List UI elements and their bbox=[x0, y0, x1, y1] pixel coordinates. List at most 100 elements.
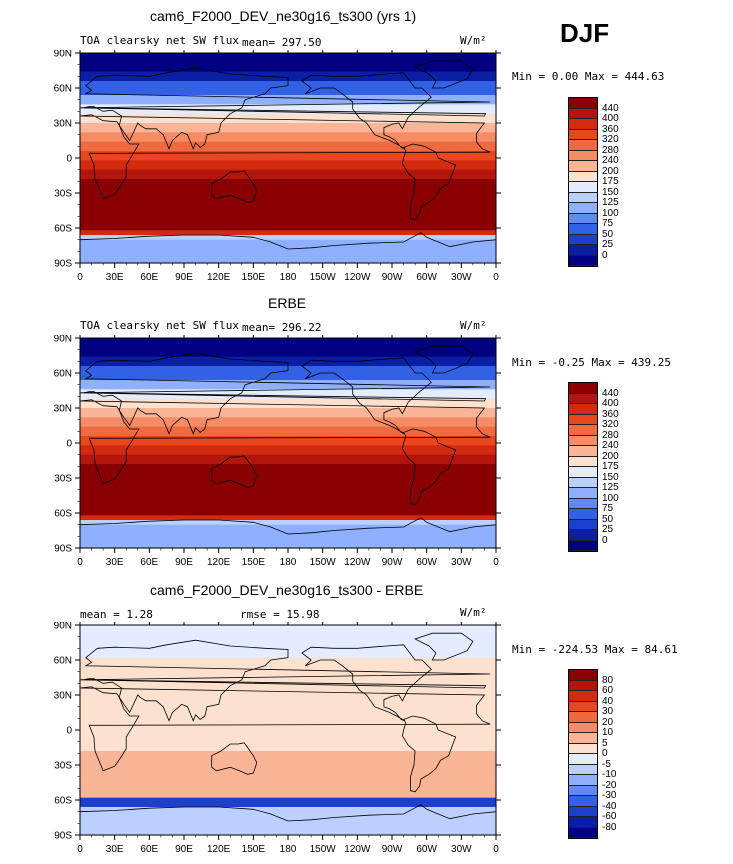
colorbar-swatch bbox=[569, 817, 597, 828]
lon-label: 30W bbox=[451, 557, 472, 568]
coastline-africa bbox=[79, 686, 491, 772]
panel-3-rmse: rmse = 15.98 bbox=[240, 608, 320, 621]
field-band bbox=[80, 417, 496, 423]
colorbar-label: 175 bbox=[602, 176, 619, 187]
colorbar-label: 240 bbox=[602, 155, 619, 166]
colorbar-swatch bbox=[569, 425, 597, 436]
field-band bbox=[80, 520, 496, 526]
coastlines bbox=[79, 60, 497, 264]
field-band bbox=[80, 431, 496, 437]
colorbar-swatch bbox=[569, 108, 597, 119]
colorbar-swatch bbox=[569, 192, 597, 203]
field-band bbox=[80, 230, 496, 236]
field-band bbox=[80, 244, 496, 250]
field-band bbox=[80, 732, 496, 738]
field-band bbox=[80, 235, 496, 241]
lat-label: 60S bbox=[54, 509, 72, 520]
colorbar-swatch bbox=[569, 119, 597, 130]
colorbar-label: 360 bbox=[602, 408, 619, 420]
field-band bbox=[80, 160, 496, 166]
colorbar-swatch bbox=[569, 509, 597, 520]
field-band bbox=[80, 662, 496, 668]
colorbar-swatch bbox=[569, 245, 597, 256]
field-band bbox=[80, 384, 496, 390]
field-band bbox=[80, 464, 496, 470]
colorbar-swatch bbox=[569, 393, 597, 404]
colorbar-label: 280 bbox=[602, 144, 619, 156]
colorbar-label: -10 bbox=[602, 769, 617, 780]
colorbar-swatch bbox=[569, 404, 597, 415]
lon-label: 90W bbox=[382, 844, 403, 855]
field-band bbox=[80, 375, 496, 381]
field-band bbox=[80, 403, 496, 409]
colorbar-label: 100 bbox=[602, 207, 619, 219]
colorbar-label: 30 bbox=[602, 706, 614, 717]
lon-label: 0 bbox=[77, 272, 83, 283]
field-band bbox=[80, 99, 496, 105]
colorbar-label: 400 bbox=[602, 398, 619, 409]
lon-label: 90W bbox=[382, 557, 403, 568]
colorbar-swatch bbox=[569, 722, 597, 733]
panel-1-mean: mean= 297.50 bbox=[242, 36, 322, 49]
field-band bbox=[80, 62, 496, 68]
lat-label: 90S bbox=[54, 831, 72, 842]
coastline-australia bbox=[211, 170, 258, 203]
field-band bbox=[80, 699, 496, 705]
field-band bbox=[80, 342, 496, 348]
coastline-nam bbox=[301, 357, 432, 435]
colorbar-label: 200 bbox=[602, 165, 619, 177]
field-band bbox=[80, 797, 496, 803]
field-band bbox=[80, 398, 496, 404]
colorbar-label: 80 bbox=[602, 674, 614, 686]
field-band bbox=[80, 422, 496, 428]
colorbar-swatch bbox=[569, 414, 597, 425]
colorbar-swatch bbox=[569, 98, 597, 109]
coastline-sam bbox=[401, 428, 457, 506]
lat-label: 60N bbox=[54, 656, 72, 667]
lon-label: 60W bbox=[416, 844, 437, 855]
colorbar-label: 320 bbox=[602, 134, 619, 145]
lon-label: 120W bbox=[344, 557, 371, 568]
colorbar-swatch bbox=[569, 764, 597, 775]
field-band bbox=[80, 468, 496, 474]
field-band bbox=[80, 671, 496, 677]
field-band bbox=[80, 478, 496, 484]
panel-2-units: W/m² bbox=[460, 319, 487, 332]
field-band bbox=[80, 85, 496, 91]
field-band bbox=[80, 629, 496, 635]
colorbar-label: 5 bbox=[602, 737, 608, 749]
panel-1-colorbar: 440 400 360 320 280 240 200 175 150 125 100 75 50 25 0 bbox=[568, 97, 619, 267]
field-band bbox=[80, 188, 496, 194]
coastline-sam bbox=[401, 715, 457, 793]
lon-label: 30W bbox=[451, 844, 472, 855]
colorbar-label: 320 bbox=[602, 419, 619, 430]
panel-3-colorbar: 80 60 40 30 20 10 5 0 -5 -10 -20 -30 -40 -60 -80 bbox=[568, 669, 616, 839]
colorbar-swatch bbox=[569, 456, 597, 467]
coastline-antarctica bbox=[79, 804, 497, 836]
field-band bbox=[80, 492, 496, 498]
coastline-europe_asia bbox=[79, 639, 491, 722]
field-band bbox=[80, 193, 496, 199]
lon-label: 90E bbox=[175, 557, 193, 568]
colorbar-label: -60 bbox=[602, 811, 617, 822]
colorbar-label: 20 bbox=[602, 716, 614, 728]
field-band bbox=[80, 207, 496, 213]
lon-label: 180 bbox=[280, 272, 297, 283]
field-band bbox=[80, 352, 496, 358]
field-band bbox=[80, 709, 496, 715]
field-band bbox=[80, 783, 496, 789]
lon-label: 0 bbox=[493, 844, 499, 855]
lat-label: 60S bbox=[54, 796, 72, 807]
lat-label: 30N bbox=[54, 119, 72, 130]
field-band bbox=[80, 141, 496, 147]
field-band bbox=[80, 774, 496, 780]
field-band bbox=[80, 821, 496, 827]
lat-label: 90S bbox=[54, 544, 72, 555]
field-band bbox=[80, 524, 496, 530]
field-band bbox=[80, 755, 496, 761]
field-band bbox=[80, 338, 496, 344]
lon-label: 0 bbox=[77, 844, 83, 855]
field-band bbox=[80, 825, 496, 831]
field-band bbox=[80, 657, 496, 663]
lat-label: 90N bbox=[54, 622, 72, 632]
